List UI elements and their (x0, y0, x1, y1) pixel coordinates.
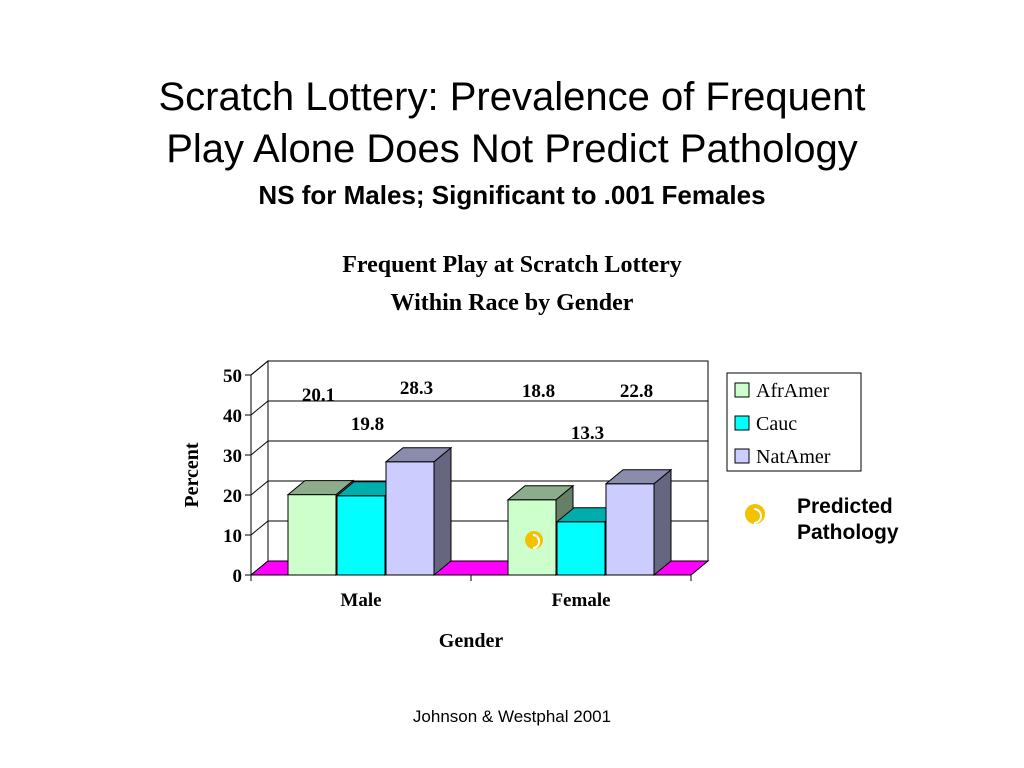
bar-front (605, 483, 655, 576)
x-axis-title: Gender (439, 630, 504, 652)
x-tick-label-female: Female (551, 590, 610, 611)
source-citation: Johnson & Westphal 2001 (412, 707, 612, 726)
data-label: 18.8 (522, 381, 555, 402)
y-tick-label: 50 (223, 366, 242, 387)
legend-swatch-aframer (734, 382, 750, 398)
x-axis: Male Female (250, 574, 692, 611)
gridline-side (250, 520, 269, 536)
y-tick-label: 30 (223, 446, 242, 467)
plot-side-wall (250, 359, 269, 577)
bar-side (653, 468, 672, 577)
bar-top (506, 485, 575, 501)
moon-bullet-icon (745, 504, 765, 524)
bar-front (336, 495, 386, 576)
legend-label-natamer: NatAmer (756, 446, 831, 468)
data-labels: 20.1 19.8 28.3 18.8 13.3 22.8 (302, 378, 653, 444)
gridline-side (250, 480, 269, 496)
y-axis: 0 10 20 30 40 50 (223, 366, 252, 587)
bar-front (385, 461, 435, 576)
bar-male-natamer (384, 446, 453, 577)
bar-top (286, 480, 355, 496)
y-tick-label: 20 (223, 486, 242, 507)
gridline-side (250, 400, 269, 416)
bars (286, 446, 673, 577)
predicted-pathology-marker-icon (525, 531, 543, 549)
data-label: 20.1 (302, 385, 335, 406)
slide-title-line-1: Scratch Lottery: Prevalence of Frequent (158, 75, 866, 119)
legend-swatch-natamer (734, 448, 750, 464)
bar-front (556, 521, 606, 576)
legend-label-cauc: Cauc (756, 413, 797, 435)
bar-top (384, 447, 453, 463)
chart-title-line-2: Within Race by Gender (391, 290, 634, 316)
predicted-pathology-label: Predicted Pathology (797, 495, 899, 544)
bar-top (604, 469, 673, 485)
data-label: 19.8 (351, 414, 384, 435)
bar-side (433, 446, 452, 577)
data-label: 28.3 (400, 378, 433, 399)
bar-front (287, 494, 337, 576)
legend-label-aframer: AfrAmer (756, 380, 830, 402)
y-tick-label: 0 (233, 566, 243, 587)
slide-title-line-2: Play Alone Does Not Predict Pathology (166, 127, 858, 171)
y-tick-label: 10 (223, 526, 242, 547)
y-axis-title: Percent (181, 442, 203, 507)
bar-female-natamer (604, 468, 673, 577)
y-tick-label: 40 (223, 406, 242, 427)
gridline-side (250, 440, 269, 456)
chart-title-line-1: Frequent Play at Scratch Lottery (342, 252, 681, 278)
slide-subtitle: NS for Males; Significant to .001 Female… (258, 180, 766, 210)
legend-swatch-cauc (734, 415, 750, 431)
x-tick-label-male: Male (340, 590, 381, 611)
legend: AfrAmer Cauc NatAmer (726, 372, 862, 472)
data-label: 22.8 (620, 381, 653, 402)
gridline-side (250, 360, 269, 376)
data-label: 13.3 (571, 423, 604, 444)
